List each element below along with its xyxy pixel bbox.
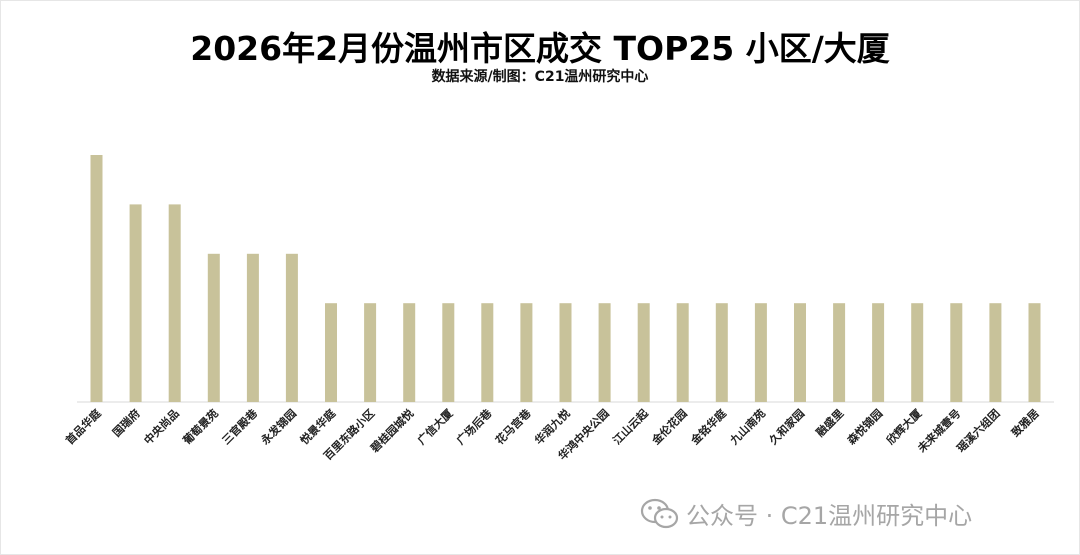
bar	[285, 253, 298, 402]
bar	[715, 303, 728, 402]
x-tick-label: 金伦花园	[648, 406, 690, 448]
x-tick-label: 江山云起	[610, 406, 652, 448]
bar	[325, 303, 337, 402]
x-tick-label: 森悦锦园	[844, 406, 885, 447]
bar	[676, 303, 689, 402]
bar	[246, 253, 259, 402]
bar	[637, 303, 650, 402]
x-tick-label: 国瑞府	[109, 406, 142, 439]
x-tick-label: 花马宫巷	[493, 406, 535, 448]
bar	[481, 303, 494, 402]
x-tick-label: 融盛里	[813, 406, 846, 439]
x-tick-label: 致雅居	[1008, 406, 1041, 439]
bar	[403, 303, 416, 402]
x-tick-label: 金铭华庭	[687, 406, 729, 448]
bar	[364, 303, 377, 402]
bar	[168, 204, 181, 402]
bar	[872, 303, 885, 402]
chart-title: 2026年2月份温州市区成交 TOP25 小区/大厦	[190, 29, 890, 68]
bar	[1028, 303, 1041, 402]
x-tick-label: 永发锦园	[257, 406, 299, 448]
bar	[794, 303, 806, 402]
x-tick-label: 九山南苑	[726, 406, 768, 448]
bar	[129, 204, 142, 402]
x-tick-label: 广信大厦	[414, 406, 456, 448]
x-tick-label: 悦景华庭	[297, 406, 338, 447]
bar	[911, 303, 924, 402]
bar	[833, 303, 846, 402]
bar	[442, 303, 455, 402]
x-tick-label: 瑶溪六组团	[954, 406, 1003, 455]
x-tick-label: 华润九悦	[532, 406, 573, 447]
x-tick-label: 中央尚品	[141, 406, 182, 447]
x-tick-label: 葡萄景苑	[179, 406, 221, 448]
watermark: 公众号 · C21温州研究中心	[640, 496, 972, 531]
wechat-icon	[640, 498, 679, 528]
bar	[520, 303, 533, 402]
x-tick-label: 欣辉大厦	[883, 406, 925, 448]
bar	[559, 303, 572, 402]
bar	[598, 303, 611, 402]
x-tick-label: 三官殿巷	[219, 406, 261, 448]
x-tick-label: 广场后巷	[453, 406, 495, 448]
x-tick-label: 首品华庭	[63, 406, 104, 447]
bar	[950, 303, 963, 402]
chart-subtitle: 数据来源/制图：C21温州研究中心	[431, 69, 649, 85]
bar	[989, 303, 1002, 402]
x-tick-label: 久和家园	[766, 406, 807, 447]
watermark-text: 公众号 · C21温州研究中心	[686, 502, 973, 530]
bar	[207, 253, 220, 402]
bar	[90, 155, 103, 402]
bar	[754, 303, 767, 402]
